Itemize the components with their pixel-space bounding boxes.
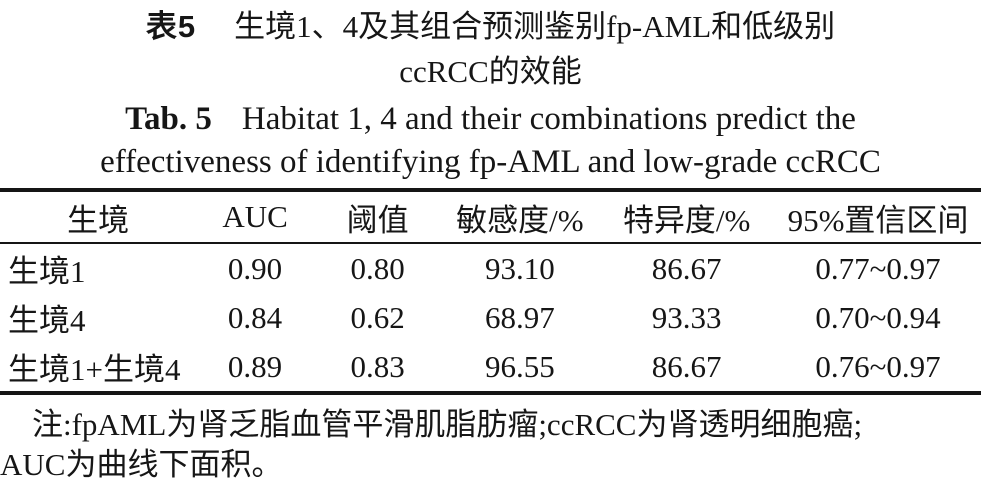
caption-en-text: Habitat 1, 4 and their combinations pred… <box>241 101 856 137</box>
cell-habitat: 生境1+生境4 <box>8 352 181 387</box>
footnote-line2: AUC为曲线下面积。 <box>0 447 283 482</box>
cell-ci95: 0.70~0.94 <box>815 299 941 335</box>
footnote: 注:fpAML为肾乏脂血管平滑肌脂肪瘤;ccRCC为肾透明细胞癌; AUC为曲线… <box>0 405 981 485</box>
caption-zh-line1: 表5 生境1、4及其组合预测鉴别fp-AML和低级别 <box>0 4 981 49</box>
col-header-sensitivity: 敏感度/% <box>441 190 599 244</box>
table-number-zh: 表5 <box>145 9 197 44</box>
results-table: 生境 AUC 阈值 敏感度/% 特异度/% 95%置信区间 生境1 0.90 0… <box>0 188 981 395</box>
paper-table-figure: 表5 生境1、4及其组合预测鉴别fp-AML和低级别 ccRCC的效能 Tab. … <box>0 4 981 490</box>
table-row-habitat1: 生境1 0.90 0.80 93.10 86.67 0.77~0.97 <box>0 243 981 293</box>
caption-en: Tab. 5 Habitat 1, 4 and their combination… <box>0 98 981 184</box>
cell-auc: 0.84 <box>227 299 283 335</box>
table-row-habitat1-plus-4: 生境1+生境4 0.89 0.83 96.55 86.67 0.76~0.97 <box>0 342 981 393</box>
caption-zh-text: 生境1、4及其组合预测鉴别fp-AML和低级别 <box>234 9 836 44</box>
cell-threshold: 0.83 <box>350 348 405 384</box>
table-header: 生境 AUC 阈值 敏感度/% 特异度/% 95%置信区间 <box>0 190 981 244</box>
cell-specificity: 86.67 <box>651 250 722 286</box>
table-row-habitat4: 生境4 0.84 0.62 68.97 93.33 0.70~0.94 <box>0 293 981 342</box>
col-header-auc: AUC <box>196 190 314 244</box>
table-body: 生境1 0.90 0.80 93.10 86.67 0.77~0.97 生境4 … <box>0 243 981 393</box>
cell-auc: 0.89 <box>227 348 283 384</box>
table-number-en: Tab. 5 <box>125 101 212 137</box>
header-row: 生境 AUC 阈值 敏感度/% 特异度/% 95%置信区间 <box>0 190 981 244</box>
cell-ci95: 0.76~0.97 <box>815 348 941 384</box>
cell-habitat: 生境1 <box>8 254 86 289</box>
cell-specificity: 93.33 <box>651 299 722 335</box>
cell-threshold: 0.80 <box>350 250 405 286</box>
cell-specificity: 86.67 <box>651 348 722 384</box>
cell-sensitivity: 68.97 <box>485 299 555 335</box>
cell-sensitivity: 96.55 <box>485 348 555 384</box>
caption-en-line1: Tab. 5 Habitat 1, 4 and their combination… <box>0 98 981 141</box>
cell-ci95: 0.77~0.97 <box>815 250 941 286</box>
col-header-ci95: 95%置信区间 <box>774 190 981 244</box>
col-header-specificity: 特异度/% <box>598 190 775 244</box>
caption-en-line2: effectiveness of identifying fp-AML and … <box>100 144 881 180</box>
caption-zh-line2: ccRCC的效能 <box>399 54 582 89</box>
cell-habitat: 生境4 <box>8 303 86 338</box>
col-header-habitat: 生境 <box>0 190 197 244</box>
footnote-line1: 注:fpAML为肾乏脂血管平滑肌脂肪瘤;ccRCC为肾透明细胞癌; <box>32 407 863 442</box>
col-header-threshold: 阈值 <box>313 190 442 244</box>
cell-auc: 0.90 <box>227 250 283 286</box>
cell-sensitivity: 93.10 <box>485 250 555 286</box>
caption-zh: 表5 生境1、4及其组合预测鉴别fp-AML和低级别 ccRCC的效能 <box>0 4 981 94</box>
cell-threshold: 0.62 <box>350 299 405 335</box>
